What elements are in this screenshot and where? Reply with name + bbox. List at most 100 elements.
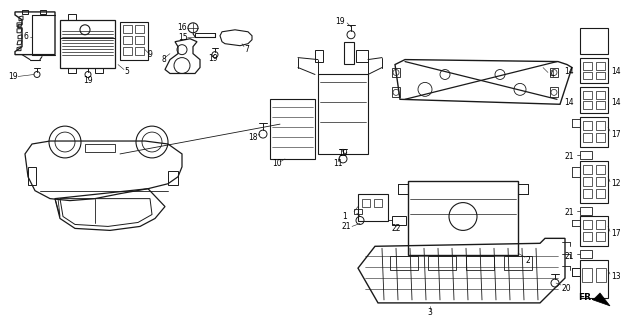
Text: 4: 4 — [550, 70, 555, 79]
Bar — [580, 28, 608, 54]
Text: 21: 21 — [564, 252, 574, 261]
Bar — [583, 62, 592, 70]
Bar — [60, 20, 115, 67]
Bar — [466, 256, 494, 270]
Bar — [392, 87, 400, 97]
Bar — [68, 67, 76, 73]
Bar — [596, 62, 605, 70]
Bar — [596, 133, 605, 142]
Text: 18: 18 — [248, 133, 257, 142]
Bar — [123, 36, 132, 44]
Text: 6: 6 — [23, 32, 28, 41]
Bar — [374, 199, 382, 207]
Bar — [583, 165, 592, 174]
Bar — [408, 181, 518, 255]
Bar — [392, 216, 406, 225]
Bar — [596, 177, 605, 186]
Bar — [135, 25, 144, 33]
Text: 13: 13 — [611, 272, 621, 280]
Bar — [596, 101, 605, 109]
Bar — [596, 72, 605, 80]
Bar — [428, 256, 456, 270]
Text: 10: 10 — [272, 159, 282, 168]
Bar — [123, 47, 132, 55]
Bar — [390, 256, 418, 270]
Bar — [504, 256, 532, 270]
Bar — [40, 10, 46, 14]
Text: 17: 17 — [611, 229, 621, 238]
Bar — [270, 99, 315, 159]
Bar — [120, 22, 148, 59]
Bar — [596, 91, 605, 99]
Bar — [315, 50, 323, 62]
Bar — [318, 74, 368, 154]
Bar — [580, 250, 592, 258]
Bar — [344, 42, 354, 64]
Bar — [583, 220, 592, 229]
Bar — [582, 268, 592, 282]
Bar — [596, 165, 605, 174]
Bar — [362, 199, 370, 207]
Text: 21: 21 — [564, 152, 574, 162]
Text: 21: 21 — [564, 208, 574, 217]
Text: 2: 2 — [525, 256, 530, 265]
Text: 17: 17 — [611, 129, 621, 139]
Text: 7: 7 — [244, 45, 249, 54]
Bar — [596, 220, 605, 229]
Bar — [583, 121, 592, 130]
Bar — [22, 10, 28, 14]
Bar — [580, 87, 608, 113]
Text: 14: 14 — [564, 98, 574, 107]
Bar — [28, 167, 36, 185]
Bar — [596, 189, 605, 197]
Text: 14: 14 — [611, 98, 621, 107]
Bar — [95, 67, 103, 73]
Bar — [354, 209, 362, 213]
Bar — [580, 117, 608, 147]
Bar — [596, 268, 606, 282]
Bar — [583, 72, 592, 80]
Text: 20: 20 — [562, 284, 572, 293]
Bar — [580, 207, 592, 215]
Bar — [358, 194, 388, 221]
Bar — [195, 33, 215, 37]
Bar — [583, 232, 592, 241]
Bar — [583, 189, 592, 197]
Bar — [135, 47, 144, 55]
Text: 19: 19 — [338, 149, 348, 158]
Text: 11: 11 — [333, 159, 342, 168]
Bar — [583, 133, 592, 142]
Bar — [583, 177, 592, 186]
Text: 3: 3 — [428, 308, 433, 317]
Text: 19: 19 — [83, 76, 93, 85]
Bar — [580, 161, 608, 203]
Polygon shape — [593, 293, 610, 306]
Bar — [123, 25, 132, 33]
Text: 16: 16 — [177, 23, 187, 32]
Text: 19: 19 — [208, 54, 218, 63]
Bar — [596, 232, 605, 241]
Text: 1: 1 — [342, 212, 347, 221]
Bar — [550, 67, 558, 78]
Text: 5: 5 — [124, 67, 129, 76]
Bar — [85, 144, 115, 152]
Text: FR.: FR. — [578, 294, 595, 302]
Bar — [580, 217, 608, 246]
Text: 22: 22 — [392, 224, 401, 233]
Text: 19: 19 — [8, 72, 18, 81]
Bar — [168, 171, 178, 185]
Bar — [68, 14, 76, 20]
Text: 19: 19 — [335, 17, 344, 26]
Bar — [580, 151, 592, 159]
Text: 21: 21 — [342, 222, 351, 231]
Bar — [580, 58, 608, 83]
Text: 12: 12 — [611, 179, 621, 188]
Bar — [583, 91, 592, 99]
Text: 14: 14 — [611, 67, 621, 76]
Bar — [356, 50, 368, 62]
Bar — [550, 87, 558, 97]
Bar — [580, 260, 608, 298]
Text: 9: 9 — [148, 50, 153, 59]
Text: 14: 14 — [564, 67, 574, 76]
Bar — [583, 101, 592, 109]
